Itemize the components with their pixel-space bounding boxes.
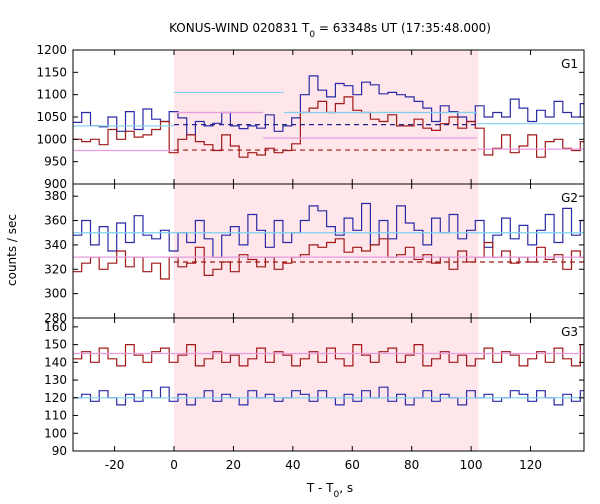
- panel-label: G1: [561, 57, 578, 71]
- panel-plot-area: [73, 202, 584, 280]
- x-tick-label: 40: [285, 458, 300, 472]
- x-tick-label: 80: [404, 458, 419, 472]
- chart-title: KONUS-WIND 020831 T0 = 63348s UT (17:35:…: [169, 21, 491, 40]
- y-tick-label: 130: [44, 373, 67, 387]
- panel-g2: 280 300 320 340 360 380 G2: [44, 183, 585, 325]
- panel-label: G2: [561, 191, 578, 205]
- y-tick-label: 1150: [36, 65, 67, 79]
- highlight-band: [174, 50, 479, 184]
- x-tick-label: 20: [226, 458, 241, 472]
- panel-label: G3: [561, 325, 578, 339]
- panel-g3: 90 100 110 120 130 140 150 160 -20 0 20 40 60 80 100 12…: [44, 317, 585, 472]
- blue-step-series: [73, 75, 584, 136]
- y-tick-label: 340: [44, 238, 67, 252]
- y-tick-label: 950: [44, 155, 67, 169]
- y-tick-label: 280: [44, 311, 67, 325]
- x-axis-label: T - T0, s: [306, 481, 353, 500]
- panel-frame: [72, 317, 585, 452]
- blue-step-series: [73, 202, 584, 258]
- y-tick-label: 150: [44, 338, 67, 352]
- x-tick-label: 100: [460, 458, 483, 472]
- y-tick-label: 1050: [36, 110, 67, 124]
- y-tick-label: 120: [44, 391, 67, 405]
- x-tick-label: 0: [170, 458, 178, 472]
- y-tick-label: 100: [44, 426, 67, 440]
- x-tick-label: -20: [105, 458, 125, 472]
- panel-plot-area: [73, 344, 584, 406]
- highlight-band: [174, 184, 479, 318]
- y-tick-label: 380: [44, 189, 67, 203]
- blue-step-series: [73, 386, 584, 406]
- y-tick-label: 1100: [36, 88, 67, 102]
- panel-g1: 900 950 1000 1050 1100 1150 1200 G1: [36, 43, 585, 191]
- y-tick-label: 160: [44, 320, 67, 334]
- y-axis-label: counts / sec: [5, 214, 19, 286]
- y-tick-label: 900: [44, 177, 67, 191]
- panel-plot-area: [73, 75, 584, 158]
- y-tick-label: 300: [44, 287, 67, 301]
- x-tick-label: 120: [519, 458, 542, 472]
- y-tick-label: 320: [44, 262, 67, 276]
- highlight-band: [174, 318, 479, 451]
- y-tick-label: 110: [44, 409, 67, 423]
- panels-group: 90095010001050110011501200G1280300320340…: [36, 43, 585, 472]
- y-tick-label: 90: [52, 444, 67, 458]
- x-tick-label: 60: [345, 458, 360, 472]
- y-tick-label: 1200: [36, 43, 67, 57]
- y-tick-label: 1000: [36, 132, 67, 146]
- y-tick-label: 360: [44, 214, 67, 228]
- y-tick-label: 140: [44, 355, 67, 369]
